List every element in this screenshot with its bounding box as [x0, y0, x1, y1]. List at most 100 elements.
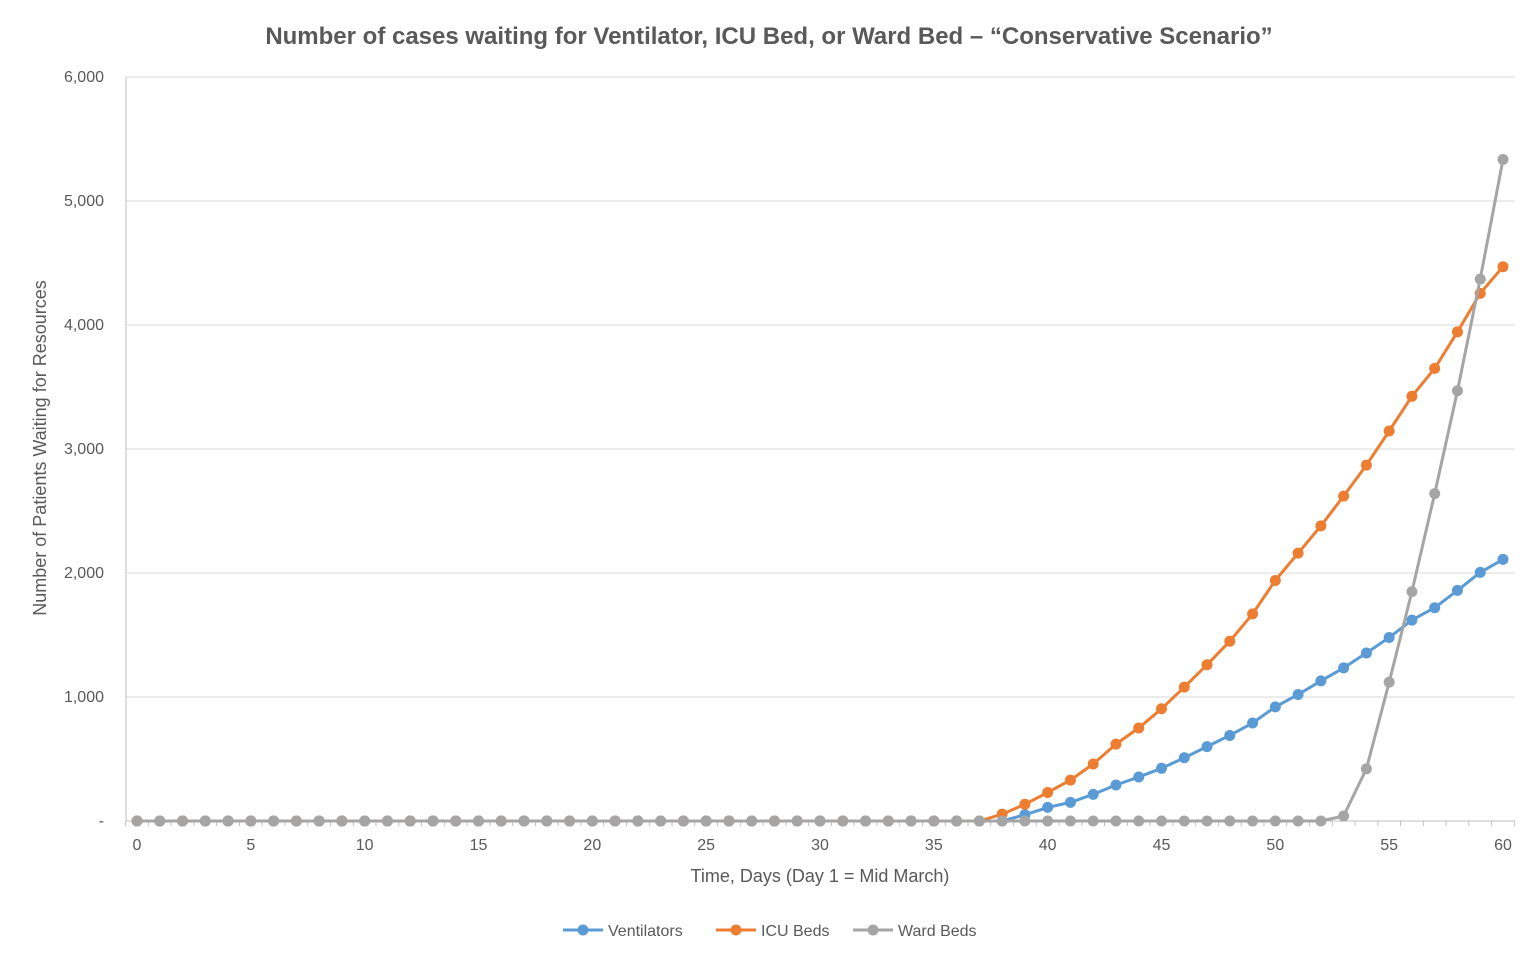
y-tick-label: 3,000 [64, 441, 104, 458]
data-point [1360, 763, 1372, 775]
data-point [837, 815, 849, 827]
legend-swatch-marker [577, 924, 589, 936]
data-point [1429, 602, 1441, 614]
data-point [905, 815, 917, 827]
x-tick-label: 35 [925, 837, 943, 854]
data-point [1269, 574, 1281, 586]
data-point [245, 815, 257, 827]
data-point [1269, 701, 1281, 713]
data-point [1156, 815, 1167, 827]
data-point [1064, 815, 1076, 827]
data-point [1497, 261, 1509, 273]
data-point [1315, 675, 1327, 687]
data-point [1406, 390, 1418, 402]
y-tick-label: 1,000 [64, 689, 104, 706]
data-point [1474, 273, 1486, 285]
data-point [928, 815, 940, 827]
data-point [404, 815, 416, 827]
legend-label: Ventilators [608, 923, 683, 940]
series-line [135, 265, 1505, 823]
data-point [1156, 703, 1167, 715]
x-axis-label: Time, Days (Day 1 = Mid March) [691, 866, 950, 886]
data-point [1247, 717, 1259, 729]
x-tick-label: 55 [1380, 837, 1398, 854]
data-point [1292, 547, 1304, 559]
legend-item: Ward Beds [853, 923, 977, 940]
data-point [1064, 796, 1076, 808]
data-point [1474, 566, 1486, 578]
data-point [473, 815, 484, 827]
data-point [1497, 553, 1509, 565]
gridlines [126, 76, 1515, 698]
data-point [268, 815, 280, 827]
data-point [313, 815, 325, 827]
data-point [1178, 681, 1190, 693]
data-point [1178, 815, 1190, 827]
data-point [700, 815, 712, 827]
data-point [1110, 779, 1122, 791]
data-point [1201, 815, 1213, 827]
axes: - 1,000 2,000 3,000 4,000 5,000 6,000 0 5 10 15 20 2… [64, 69, 1515, 854]
x-tick-label: 40 [1039, 837, 1057, 854]
x-tick-label: 20 [583, 837, 601, 854]
data-point [882, 815, 894, 827]
data-point [450, 815, 462, 827]
data-point [1429, 362, 1441, 374]
data-point [1133, 771, 1145, 783]
data-point [677, 815, 689, 827]
data-point [495, 815, 507, 827]
data-point [951, 815, 963, 827]
data-point [1201, 659, 1213, 671]
data-point [1110, 738, 1122, 750]
data-point [1383, 631, 1395, 643]
y-tick-label: 6,000 [64, 69, 104, 86]
data-point [1383, 676, 1395, 688]
data-point [1338, 810, 1350, 822]
data-point [1042, 786, 1054, 798]
data-point [1292, 689, 1304, 701]
data-point [518, 815, 530, 827]
legend-item: Ventilators [563, 923, 683, 940]
data-point [1110, 815, 1122, 827]
data-point [1360, 459, 1372, 471]
data-point [199, 815, 211, 827]
data-point [1247, 608, 1259, 620]
data-point [973, 815, 985, 827]
data-point [1269, 815, 1281, 827]
x-tick-label: 30 [811, 837, 829, 854]
y-tick-label: 5,000 [64, 193, 104, 210]
data-point [1042, 815, 1054, 827]
series-icu-beds [131, 261, 1509, 827]
data-point [1338, 490, 1350, 502]
data-point [1087, 758, 1099, 770]
data-point [131, 815, 143, 827]
data-point [1224, 815, 1236, 827]
data-point [814, 815, 826, 827]
data-point [359, 815, 371, 827]
data-point [1019, 798, 1031, 810]
data-point [1497, 153, 1509, 165]
data-point [1338, 662, 1350, 674]
data-point [609, 815, 621, 827]
data-point [290, 815, 302, 827]
legend-swatch-marker [867, 924, 879, 936]
data-point [1360, 647, 1372, 659]
data-point [1451, 385, 1463, 397]
y-axis-label: Number of Patients Waiting for Resources [30, 280, 50, 615]
data-point [1451, 584, 1463, 596]
data-point [1383, 425, 1395, 437]
data-point [996, 815, 1008, 827]
data-point [1178, 752, 1190, 764]
x-tick-label: 45 [1153, 837, 1171, 854]
data-point [1429, 488, 1441, 500]
data-point [860, 815, 872, 827]
data-point [1451, 326, 1463, 338]
y-tick-label: - [99, 813, 104, 830]
series-lines [131, 153, 1509, 827]
y-tick-label: 4,000 [64, 317, 104, 334]
data-point [1247, 815, 1259, 827]
legend-item: ICU Beds [716, 923, 829, 940]
legend-label: ICU Beds [761, 923, 829, 940]
x-tick-label: 0 [133, 837, 142, 854]
data-point [154, 815, 166, 827]
